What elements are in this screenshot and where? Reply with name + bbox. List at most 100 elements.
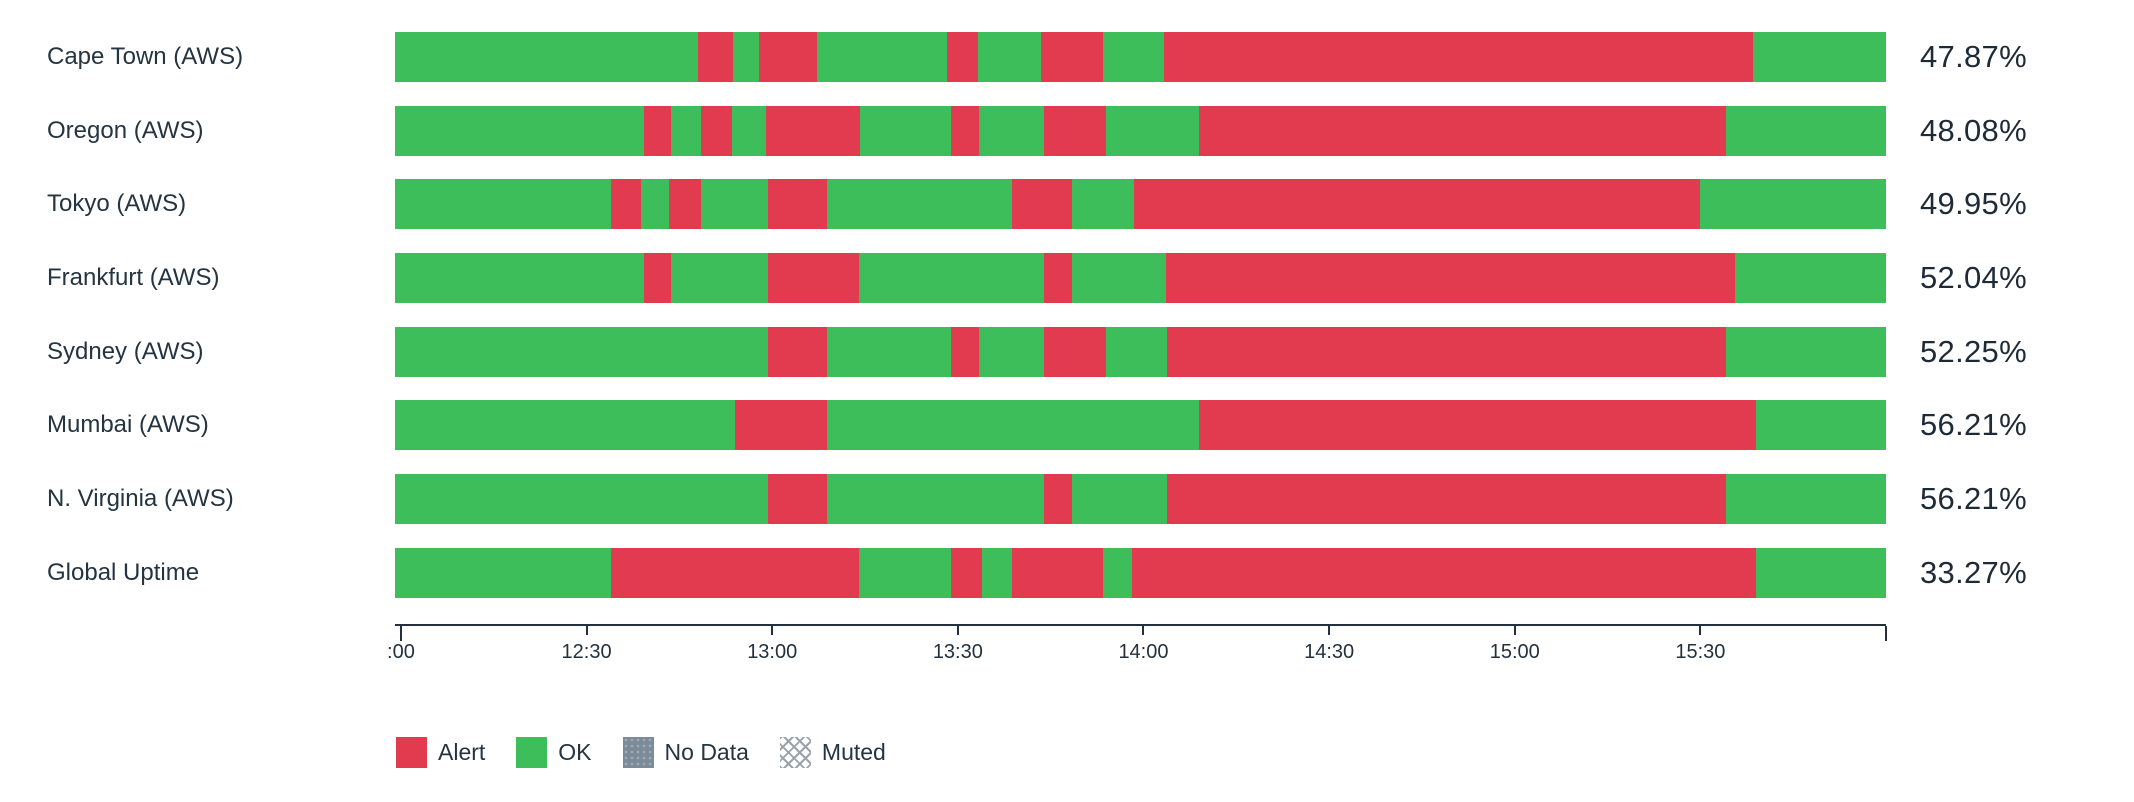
status-bar xyxy=(395,548,1886,598)
segment-alert[interactable] xyxy=(1043,253,1072,303)
segment-alert[interactable] xyxy=(643,253,671,303)
alert-swatch-icon xyxy=(396,737,427,768)
segment-ok[interactable] xyxy=(827,179,1013,229)
segment-ok[interactable] xyxy=(977,32,1041,82)
segment-alert[interactable] xyxy=(734,400,828,450)
axis-tick-label: 15:30 xyxy=(1675,641,1726,663)
axis-tick xyxy=(585,626,588,635)
segment-alert[interactable] xyxy=(700,106,732,156)
segment-alert[interactable] xyxy=(767,179,828,229)
segment-alert[interactable] xyxy=(951,106,980,156)
uptime-value: 47.87% xyxy=(1920,39,2027,74)
segment-ok[interactable] xyxy=(827,400,1199,450)
segment-ok[interactable] xyxy=(395,548,612,598)
segment-ok[interactable] xyxy=(1756,548,1886,598)
segment-ok[interactable] xyxy=(395,32,698,82)
segment-alert[interactable] xyxy=(1131,548,1757,598)
segment-alert[interactable] xyxy=(1040,32,1104,82)
legend-label: Alert xyxy=(438,739,486,765)
segment-alert[interactable] xyxy=(767,327,828,377)
axis-tick-label: 12:30 xyxy=(561,641,612,663)
segment-ok[interactable] xyxy=(733,32,759,82)
axis-end-cap xyxy=(1885,626,1887,641)
segment-ok[interactable] xyxy=(1106,327,1168,377)
segment-alert[interactable] xyxy=(611,179,641,229)
segment-ok[interactable] xyxy=(827,474,1044,524)
segment-alert[interactable] xyxy=(766,106,861,156)
axis-tick xyxy=(1328,626,1331,635)
axis-tick-label: 14:00 xyxy=(1118,641,1169,663)
segment-alert[interactable] xyxy=(1164,32,1754,82)
segment-alert[interactable] xyxy=(951,327,980,377)
segment-alert[interactable] xyxy=(951,548,983,598)
axis-tick-label: 15:00 xyxy=(1489,641,1540,663)
legend-item-muted[interactable]: Muted xyxy=(779,737,886,768)
segment-ok[interactable] xyxy=(395,106,644,156)
legend-item-no-data[interactable]: No Data xyxy=(622,737,749,768)
legend: Alert OK No Data Muted xyxy=(396,737,886,768)
segment-ok[interactable] xyxy=(1071,474,1168,524)
segment-alert[interactable] xyxy=(611,548,859,598)
segment-alert[interactable] xyxy=(1198,106,1727,156)
segment-alert[interactable] xyxy=(758,32,817,82)
segment-ok[interactable] xyxy=(670,106,701,156)
segment-alert[interactable] xyxy=(643,106,671,156)
segment-ok[interactable] xyxy=(700,179,768,229)
segment-ok[interactable] xyxy=(1103,548,1132,598)
segment-alert[interactable] xyxy=(697,32,734,82)
segment-ok[interactable] xyxy=(1071,179,1135,229)
segment-alert[interactable] xyxy=(1043,474,1072,524)
segment-ok[interactable] xyxy=(1735,253,1886,303)
axis-tick xyxy=(771,626,774,635)
uptime-value: 56.21% xyxy=(1920,407,2027,442)
segment-ok[interactable] xyxy=(979,106,1044,156)
status-bar xyxy=(395,106,1886,156)
segment-ok[interactable] xyxy=(827,327,952,377)
segment-ok[interactable] xyxy=(858,548,952,598)
segment-ok[interactable] xyxy=(395,179,612,229)
segment-ok[interactable] xyxy=(1071,253,1166,303)
row-label: Cape Town (AWS) xyxy=(47,43,244,70)
legend-item-ok[interactable]: OK xyxy=(516,737,592,768)
segment-ok[interactable] xyxy=(1753,32,1886,82)
segment-alert[interactable] xyxy=(669,179,701,229)
segment-ok[interactable] xyxy=(395,253,644,303)
status-bar xyxy=(395,179,1886,229)
segment-ok[interactable] xyxy=(982,548,1013,598)
segment-alert[interactable] xyxy=(1043,106,1107,156)
segment-ok[interactable] xyxy=(858,253,1044,303)
segment-ok[interactable] xyxy=(670,253,768,303)
segment-alert[interactable] xyxy=(767,474,828,524)
segment-alert[interactable] xyxy=(1012,548,1104,598)
segment-ok[interactable] xyxy=(1726,106,1886,156)
segment-ok[interactable] xyxy=(395,327,768,377)
segment-ok[interactable] xyxy=(1103,32,1165,82)
segment-ok[interactable] xyxy=(641,179,670,229)
segment-alert[interactable] xyxy=(1043,327,1107,377)
segment-ok[interactable] xyxy=(395,400,735,450)
axis-tick-label: 14:30 xyxy=(1304,641,1355,663)
segment-alert[interactable] xyxy=(1134,179,1700,229)
segment-alert[interactable] xyxy=(1165,253,1736,303)
segment-ok[interactable] xyxy=(1106,106,1199,156)
segment-ok[interactable] xyxy=(860,106,952,156)
segment-alert[interactable] xyxy=(767,253,859,303)
segment-ok[interactable] xyxy=(395,474,768,524)
row-label: N. Virginia (AWS) xyxy=(47,485,234,512)
axis-tick xyxy=(1699,626,1702,635)
segment-ok[interactable] xyxy=(816,32,947,82)
segment-alert[interactable] xyxy=(1198,400,1757,450)
segment-alert[interactable] xyxy=(1167,474,1727,524)
row-label: Tokyo (AWS) xyxy=(47,190,187,217)
segment-ok[interactable] xyxy=(979,327,1044,377)
segment-ok[interactable] xyxy=(1726,327,1886,377)
segment-ok[interactable] xyxy=(731,106,767,156)
segment-ok[interactable] xyxy=(1726,474,1886,524)
legend-item-alert[interactable]: Alert xyxy=(396,737,485,768)
segment-ok[interactable] xyxy=(1699,179,1886,229)
segment-alert[interactable] xyxy=(1012,179,1072,229)
segment-alert[interactable] xyxy=(1167,327,1727,377)
status-row: Frankfurt (AWS) 52.04% xyxy=(0,253,2134,303)
segment-alert[interactable] xyxy=(946,32,978,82)
segment-ok[interactable] xyxy=(1756,400,1886,450)
